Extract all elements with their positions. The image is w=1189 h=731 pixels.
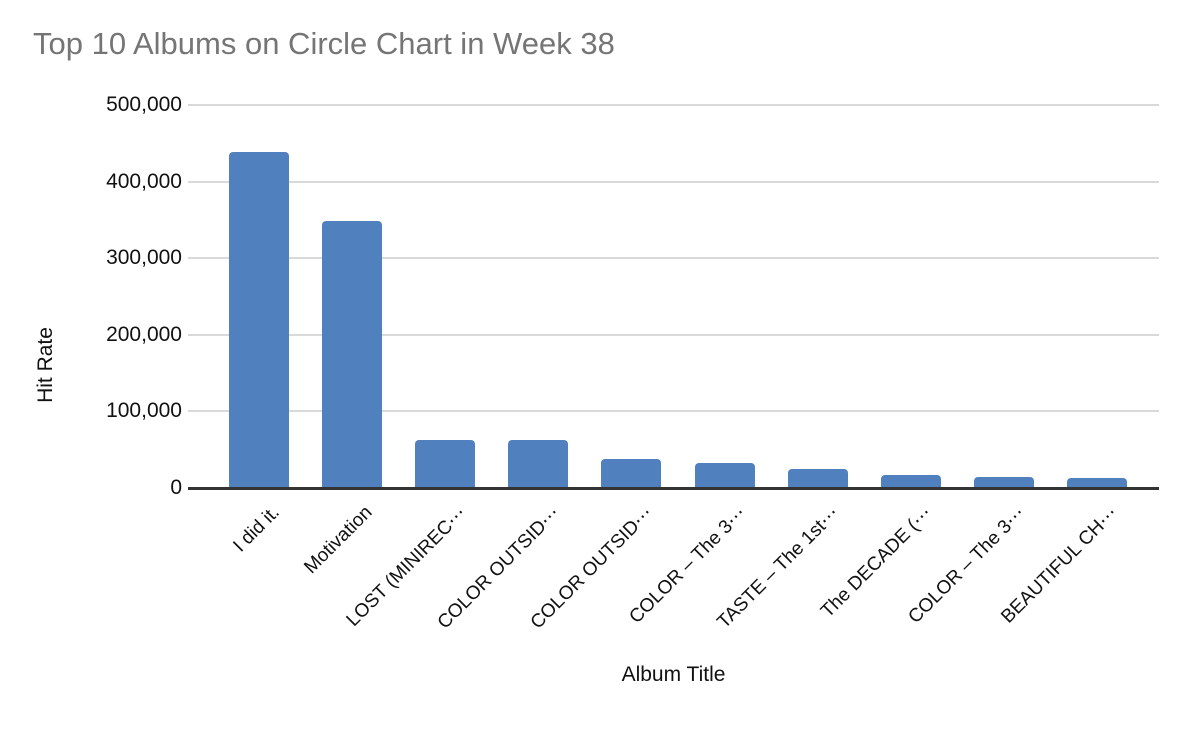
x-tick-label-text: I did it. [229, 502, 284, 557]
y-tick-label: 200,000 [106, 322, 182, 346]
bar-1[interactable] [229, 152, 289, 489]
bar-8[interactable] [880, 474, 941, 489]
y-tick-label: 100,000 [106, 399, 182, 423]
bar-5[interactable] [601, 458, 662, 489]
gridline [188, 333, 1159, 336]
gridline [188, 257, 1159, 260]
bar-3[interactable] [415, 439, 476, 489]
y-tick-label: 0 [170, 476, 182, 499]
x-tick-label-text: Motivation [300, 502, 377, 579]
bar-6[interactable] [694, 462, 755, 489]
bar-4[interactable] [508, 439, 569, 489]
bar-2[interactable] [322, 221, 383, 489]
gridline [188, 104, 1159, 106]
x-axis-title: Album Title [621, 663, 726, 686]
x-axis-line [188, 487, 1159, 490]
y-axis-title: Hit Rate [34, 327, 57, 403]
bar-9[interactable] [973, 477, 1034, 489]
bar-7[interactable] [787, 468, 848, 489]
y-tick-label: 300,000 [106, 246, 182, 270]
y-tick-label: 500,000 [106, 93, 182, 116]
y-tick-label: 400,000 [106, 169, 182, 193]
bar-10[interactable] [1066, 478, 1127, 489]
chart-title: Top 10 Albums on Circle Chart in Week 38 [33, 26, 615, 61]
gridline [188, 410, 1159, 413]
gridline [188, 180, 1159, 183]
